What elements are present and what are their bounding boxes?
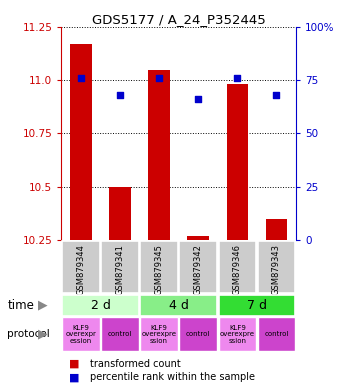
Text: time: time: [7, 299, 34, 312]
Text: control: control: [108, 331, 132, 337]
Text: GSM879341: GSM879341: [116, 244, 125, 295]
Text: KLF9
overexpr
ession: KLF9 overexpr ession: [65, 324, 96, 344]
Point: [274, 92, 279, 98]
Text: KLF9
overexpre
ssion: KLF9 overexpre ssion: [220, 324, 255, 344]
Text: percentile rank within the sample: percentile rank within the sample: [90, 372, 255, 382]
Point: [156, 75, 162, 81]
Text: ■: ■: [69, 359, 79, 369]
Bar: [218, 318, 256, 351]
Text: ▶: ▶: [38, 299, 48, 312]
Point: [78, 75, 84, 81]
Bar: [62, 240, 100, 293]
Text: KLF9
overexpre
ssion: KLF9 overexpre ssion: [142, 324, 177, 344]
Text: transformed count: transformed count: [90, 359, 181, 369]
Text: 4 d: 4 d: [169, 299, 189, 312]
Bar: [148, 70, 170, 240]
Text: control: control: [186, 331, 210, 337]
Title: GDS5177 / A_24_P352445: GDS5177 / A_24_P352445: [92, 13, 266, 26]
Point: [234, 75, 240, 81]
Bar: [62, 295, 139, 316]
Bar: [101, 240, 139, 293]
Text: ■: ■: [69, 372, 79, 382]
Bar: [62, 318, 100, 351]
Bar: [218, 240, 256, 293]
Bar: [179, 318, 217, 351]
Bar: [140, 295, 217, 316]
Point: [117, 92, 123, 98]
Text: GSM879346: GSM879346: [233, 244, 242, 295]
Bar: [258, 240, 295, 293]
Bar: [258, 318, 295, 351]
Text: 7 d: 7 d: [247, 299, 267, 312]
Bar: [101, 318, 139, 351]
Bar: [70, 44, 92, 240]
Bar: [109, 187, 131, 240]
Bar: [140, 318, 178, 351]
Bar: [227, 84, 248, 240]
Text: GSM879344: GSM879344: [77, 244, 86, 295]
Bar: [266, 219, 287, 240]
Text: 2 d: 2 d: [91, 299, 110, 312]
Text: protocol: protocol: [7, 329, 50, 339]
Point: [195, 96, 201, 103]
Bar: [218, 295, 295, 316]
Bar: [187, 236, 209, 240]
Text: GSM879345: GSM879345: [155, 244, 164, 295]
Bar: [140, 240, 178, 293]
Text: GSM879343: GSM879343: [272, 244, 281, 295]
Text: ▶: ▶: [38, 328, 48, 341]
Bar: [179, 240, 217, 293]
Text: control: control: [264, 331, 289, 337]
Text: GSM879342: GSM879342: [194, 244, 203, 295]
